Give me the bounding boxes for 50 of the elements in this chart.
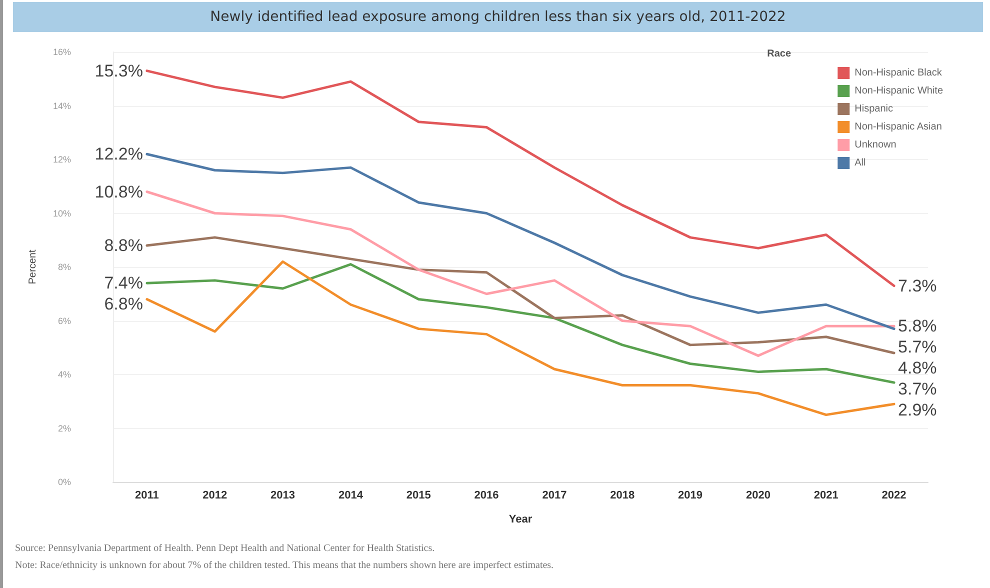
data-label: 12.2% (94, 144, 143, 164)
source-note: Source: Pennsylvania Department of Health. Penn Dept Health and National Center for Health Statistics. (15, 542, 436, 556)
x-tick-label: 2022 (882, 490, 906, 502)
x-tick-label: 2021 (814, 490, 838, 502)
text: Note: Race/ethnicity is unknown for about 7% of the children tested. This means that the numbers shown here are imperfect estimates. (15, 559, 554, 573)
x-tick-label: 2011 (135, 490, 159, 502)
x-tick-label: 2014 (338, 490, 364, 502)
data-label: 5.8% (898, 316, 937, 336)
data-label: 3.7% (898, 380, 937, 399)
legend-title: Race (767, 48, 792, 60)
y-tick-label: 14% (52, 100, 71, 111)
x-tick-label: 2017 (542, 490, 567, 502)
y-tick-label: 10% (52, 208, 71, 218)
y-tick-label: 4% (58, 370, 71, 380)
y-tick-label: 8% (58, 262, 71, 272)
x-tick-label: 2019 (678, 490, 703, 502)
data-label: 8.8% (104, 236, 143, 255)
x-tick-label: 2012 (202, 490, 228, 502)
data-label: 7.4% (104, 274, 143, 293)
chart-title: Newly identified lead exposure among children less than six years old, 2011-2022 (13, 2, 983, 32)
x-tick-label: 2015 (406, 490, 431, 502)
legend-label: Hispanic (854, 104, 893, 114)
x-tick-label: 2020 (746, 490, 770, 502)
data-label: 7.3% (898, 276, 937, 296)
line-series (146, 260, 896, 416)
legend-label: Non-Hispanic Black (854, 68, 943, 78)
x-tick-label: 2013 (270, 490, 296, 502)
line-series (146, 263, 896, 384)
y-axis-title: Percent (28, 250, 38, 284)
legend-label: Non-Hispanic Asian (854, 122, 942, 132)
line-series (146, 190, 896, 357)
y-tick-label: 16% (52, 47, 71, 57)
y-tick-label: 2% (58, 423, 71, 434)
y-tick-label: 12% (52, 154, 71, 164)
data-label: 10.8% (94, 182, 143, 202)
x-tick-label: 2018 (610, 490, 635, 502)
data-label: 2.9% (898, 400, 937, 420)
legend-label: Unknown (854, 140, 896, 150)
legend-label: All (854, 158, 866, 168)
line-series (146, 236, 896, 354)
data-label: 15.3% (94, 61, 143, 80)
data-label: 5.7% (898, 338, 937, 357)
x-tick-label: 2016 (474, 490, 499, 502)
x-axis-title: Year (508, 514, 533, 526)
line-series (146, 152, 896, 330)
y-tick-label: 0% (58, 477, 71, 487)
legend-label: Non-Hispanic White (854, 86, 944, 96)
data-label: 4.8% (898, 358, 937, 378)
data-label: 6.8% (104, 294, 143, 314)
y-tick-label: 6% (58, 316, 71, 326)
